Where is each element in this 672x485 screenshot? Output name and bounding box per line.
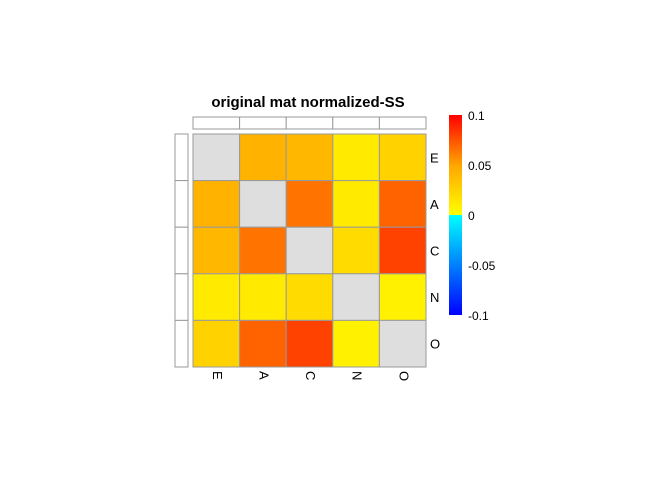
chart-title: original mat normalized-SS <box>211 94 404 111</box>
row-label: E <box>430 150 439 165</box>
colorbar-tick-label: -0.1 <box>468 309 489 323</box>
heatmap-cell-E-O <box>378 133 427 182</box>
column-label: C <box>303 371 318 380</box>
heatmap-cell-E-C <box>285 133 334 182</box>
heatmap-cell-C-E <box>192 226 241 275</box>
colorbar-tick-label: 0.1 <box>468 109 485 123</box>
column-label: N <box>350 371 365 380</box>
heatmap-cell-E-A <box>239 133 287 182</box>
row-annotation-box <box>174 133 189 182</box>
colorbar <box>449 115 462 315</box>
heatmap-cell-C-A <box>239 226 287 275</box>
row-annotation-box <box>174 319 189 368</box>
column-annotation-box <box>239 116 287 130</box>
heatmap-cell-E-E <box>192 133 241 182</box>
column-label: O <box>396 371 411 381</box>
column-label: A <box>256 371 271 380</box>
row-label: O <box>430 337 440 352</box>
heatmap-cell-N-O <box>378 273 427 321</box>
column-annotation-box <box>192 116 241 130</box>
column-annotation-box <box>285 116 334 130</box>
column-label: E <box>210 371 225 380</box>
row-label: A <box>430 197 439 212</box>
heatmap-cell-A-O <box>378 180 427 228</box>
heatmap-cell-O-A <box>239 319 287 368</box>
heatmap-cell-N-C <box>285 273 334 321</box>
row-annotation-box <box>174 226 189 275</box>
heatmap-cell-O-N <box>332 319 380 368</box>
column-annotation-box <box>378 116 427 130</box>
row-annotation-box <box>174 273 189 321</box>
heatmap-cell-N-E <box>192 273 241 321</box>
heatmap-cell-O-C <box>285 319 334 368</box>
column-annotation-box <box>332 116 380 130</box>
row-annotation-box <box>174 180 189 228</box>
heatmap-cell-A-C <box>285 180 334 228</box>
heatmap-cell-A-E <box>192 180 241 228</box>
heatmap-cell-N-N <box>332 273 380 321</box>
heatmap-cell-N-A <box>239 273 287 321</box>
heatmap-cell-A-A <box>239 180 287 228</box>
heatmap-cell-A-N <box>332 180 380 228</box>
heatmap-cell-O-O <box>378 319 427 368</box>
heatmap-cell-C-N <box>332 226 380 275</box>
row-label: N <box>430 290 439 305</box>
heatmap-cell-C-O <box>378 226 427 275</box>
heatmap-cell-E-N <box>332 133 380 182</box>
colorbar-tick-label: -0.05 <box>468 259 496 273</box>
colorbar-tick-label: 0.05 <box>468 159 492 173</box>
heatmap-cell-O-E <box>192 319 241 368</box>
colorbar-tick-label: 0 <box>468 209 475 223</box>
row-label: C <box>430 244 439 259</box>
heatmap-cell-C-C <box>285 226 334 275</box>
